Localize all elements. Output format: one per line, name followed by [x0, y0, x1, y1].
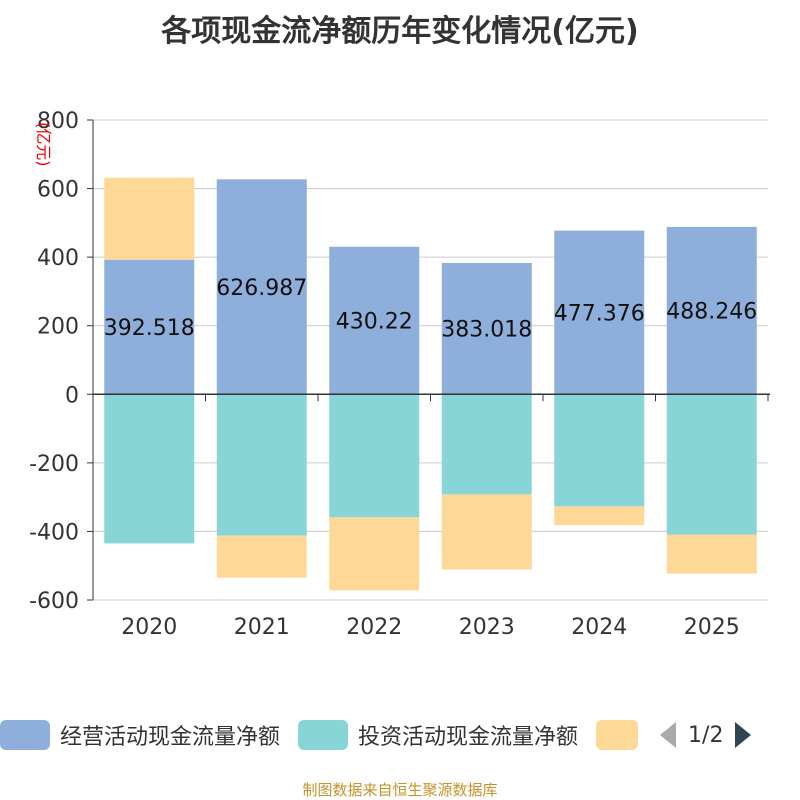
bar-2-2025 [666, 394, 757, 535]
x-tick-label: 2021 [234, 615, 290, 640]
y-tick-label: -600 [29, 589, 79, 614]
bar-1-2024 [554, 230, 645, 395]
data-label: 392.518 [104, 316, 195, 341]
legend-prev-icon[interactable] [658, 720, 678, 750]
bar-3-2025 [666, 534, 757, 574]
y-tick-label: -200 [29, 452, 79, 477]
bar-2-2023 [441, 394, 532, 495]
x-tick-label: 2023 [459, 615, 515, 640]
legend-item-investing[interactable]: 投资活动现金流量净额 [298, 719, 578, 751]
legend-swatch [298, 720, 349, 750]
y-tick-label: 600 [37, 178, 79, 203]
legend-label: 经营活动现金流量净额 [60, 725, 281, 750]
x-tick-label: 2024 [571, 615, 627, 640]
x-tick-label: 2022 [346, 615, 402, 640]
data-label: 430.22 [336, 310, 413, 335]
y-tick-label: -400 [29, 520, 79, 545]
y-tick-label: 800 [37, 109, 79, 134]
legend-next-icon[interactable] [733, 720, 753, 750]
bar-3-2024 [554, 506, 645, 526]
bar-1-2021 [216, 179, 307, 395]
chart-plot: -600 -400 -200 0 200 400 600 800(亿元) 392.518 2020… [29, 109, 770, 640]
data-label: 626.987 [216, 276, 307, 301]
y-axis-label: (亿元) [34, 122, 53, 167]
x-tick-label: 2025 [684, 615, 740, 640]
bar-1-2022 [329, 246, 420, 395]
source-note: 制图数据来自恒生聚源数据库 [302, 781, 498, 799]
x-tick-label: 2020 [121, 615, 177, 640]
bar-2-2022 [329, 394, 420, 518]
legend-label: 投资活动现金流量净额 [358, 725, 579, 750]
legend-pager: 1/2 [688, 722, 724, 748]
y-tick-label: 0 [65, 383, 79, 408]
chart-title: 各项现金流净额历年变化情况(亿元) [161, 14, 639, 49]
bar-2-2024 [554, 394, 645, 507]
data-label: 383.018 [441, 318, 532, 343]
legend-item-third[interactable] [596, 720, 639, 750]
legend-swatch [0, 720, 50, 750]
y-tick-label: 400 [37, 246, 79, 271]
data-label: 488.246 [666, 300, 757, 325]
bar-2-2021 [216, 394, 307, 536]
bar-3-2023 [441, 494, 532, 570]
bar-1-2025 [666, 226, 757, 395]
bar-2-2020 [104, 394, 195, 544]
legend-swatch [596, 720, 639, 750]
bar-1-2020 [104, 259, 195, 395]
bar-3-2021 [216, 535, 307, 578]
legend-item-operating[interactable]: 经营活动现金流量净额 [0, 719, 280, 751]
bar-3-2022 [329, 517, 420, 591]
bar-1-2023 [441, 262, 532, 395]
bar-3-2020 [104, 177, 195, 260]
data-label: 477.376 [554, 301, 645, 326]
legend: 经营活动现金流量净额 投资活动现金流量净额 1/2 [0, 718, 753, 752]
y-tick-label: 200 [37, 315, 79, 340]
